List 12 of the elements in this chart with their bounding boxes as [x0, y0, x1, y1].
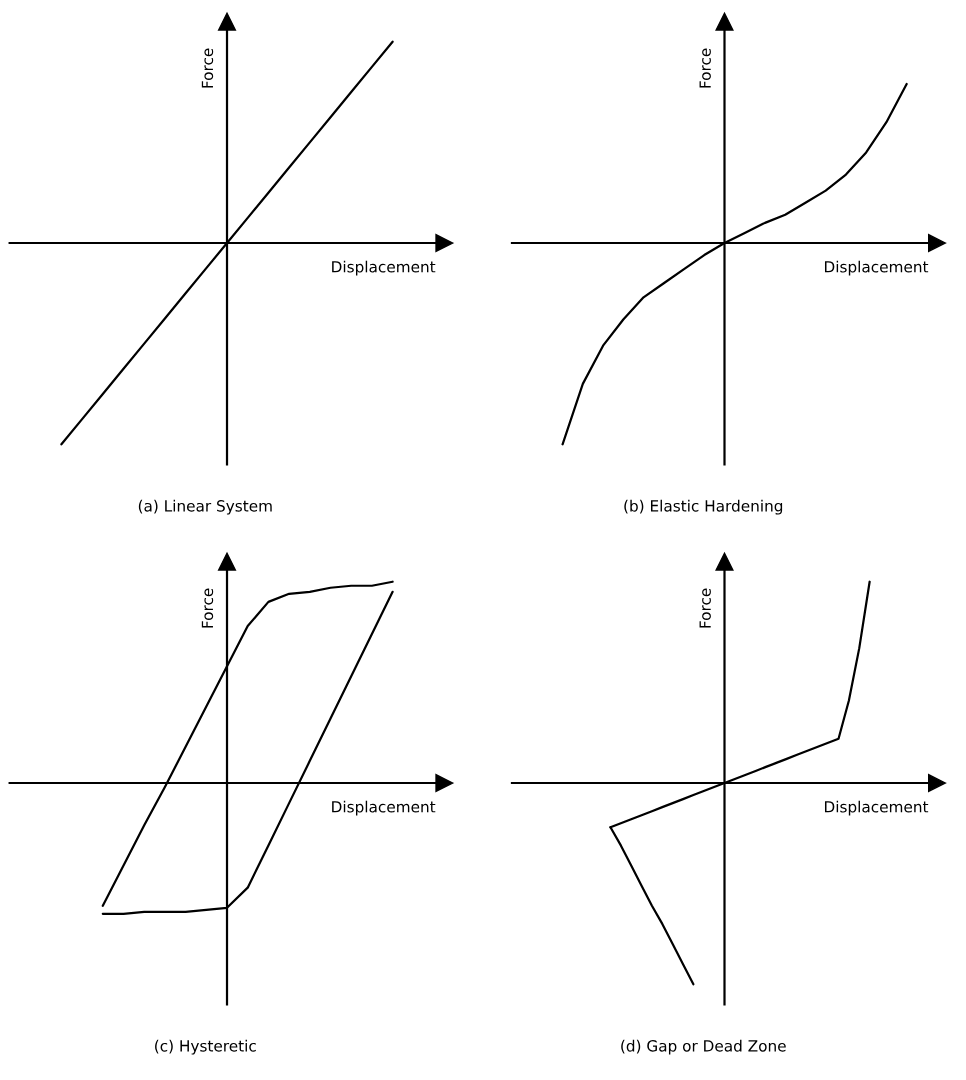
y-axis-title: Force: [699, 48, 711, 88]
x-axis-title: Displacement: [824, 800, 929, 816]
x-axis-title: Displacement: [332, 260, 436, 276]
y-axis-title: Force: [699, 588, 711, 628]
text: (d) Gap or Dead Zone: [621, 1039, 786, 1055]
y-axis-title: Force: [201, 48, 214, 88]
text: (c) Hysteretic: [155, 1039, 256, 1055]
x-axis-title: Displacement: [332, 800, 436, 816]
text: (a) Linear System: [138, 499, 272, 515]
x-axis-title: Displacement: [824, 260, 929, 276]
y-axis-title: Force: [201, 588, 214, 628]
text: (b) Elastic Hardening: [624, 499, 783, 515]
